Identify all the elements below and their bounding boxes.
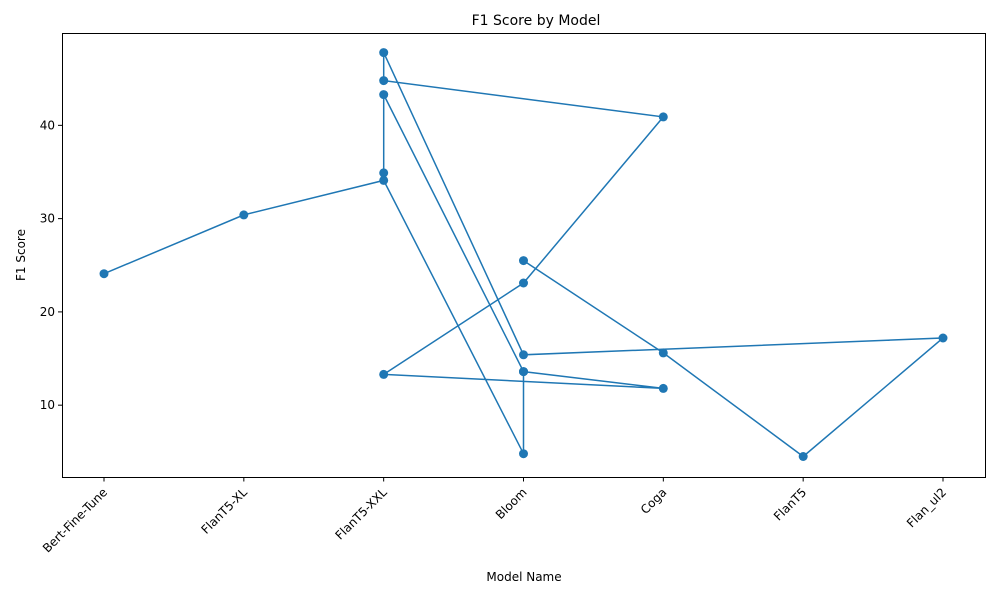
data-point	[519, 367, 528, 377]
y-tick-label: 30	[40, 212, 55, 226]
data-point	[519, 278, 528, 288]
data-point	[658, 112, 668, 122]
data-point	[658, 348, 668, 358]
data-point	[379, 48, 389, 58]
y-tick-label: 10	[40, 398, 55, 412]
series-line	[103, 52, 946, 458]
data-point	[239, 210, 249, 220]
y-tick-label: 40	[40, 118, 55, 132]
data-point	[379, 76, 389, 86]
x-tick-label: Bloom	[493, 485, 530, 522]
data-point	[379, 168, 389, 178]
data-point	[379, 90, 389, 100]
x-tick-label: FlanT5-XXL	[332, 485, 390, 543]
y-axis: 10 20 30 40	[40, 118, 63, 412]
y-axis-label: F1 Score	[14, 229, 28, 281]
x-axis-label: Model Name	[486, 570, 561, 584]
data-point	[99, 269, 109, 279]
data-point	[519, 350, 528, 360]
series-line-segment	[382, 94, 525, 372]
data-point	[379, 369, 389, 379]
x-tick-label: FlanT5	[771, 485, 809, 523]
x-tick-label: FlanT5-XL	[198, 485, 250, 537]
data-point	[938, 333, 948, 343]
y-tick-label: 20	[40, 305, 55, 319]
x-tick-label: Flan_ul2	[904, 485, 949, 530]
data-point	[519, 256, 528, 266]
x-tick-label: Bert-Fine-Tune	[40, 485, 110, 555]
chart-title: F1 Score by Model	[472, 13, 601, 29]
x-tick-label: Coga	[638, 485, 670, 517]
data-point	[519, 449, 528, 459]
x-axis: Bert-Fine-Tune FlanT5-XL FlanT5-XXL Bloom Co…	[40, 477, 949, 555]
data-point	[379, 175, 389, 185]
data-point	[798, 452, 808, 461]
data-point	[658, 383, 668, 393]
plot-area	[99, 48, 948, 461]
